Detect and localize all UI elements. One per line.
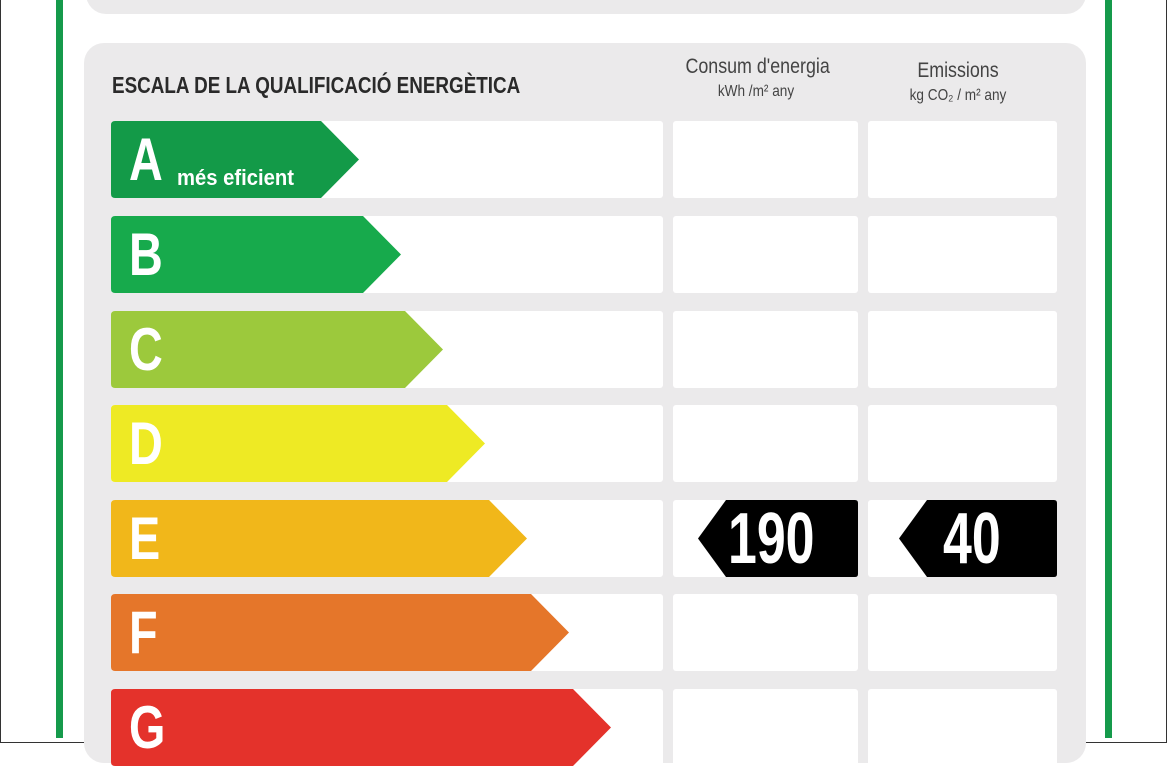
class-letter: A — [129, 126, 163, 193]
class-letter: F — [129, 599, 158, 666]
emissions-label: Emissions — [917, 59, 999, 82]
emissions-cell — [868, 216, 1057, 293]
consumption-value: 190 — [728, 499, 815, 579]
emissions-cell — [868, 121, 1057, 198]
class-letter: E — [129, 505, 161, 572]
consumption-unit: kWh /m² any — [717, 83, 795, 100]
consumption-cell — [673, 405, 858, 482]
bar-shape — [111, 594, 569, 671]
top-panel — [86, 0, 1086, 14]
class-letter: G — [129, 694, 166, 761]
consumption-value-tag: 190 — [698, 500, 858, 577]
consumption-cell — [673, 216, 858, 293]
emissions-cell — [868, 594, 1057, 671]
bar-shape — [111, 405, 485, 482]
energy-class-bar: A més eficient — [111, 121, 359, 198]
consumption-cell — [673, 594, 858, 671]
consumption-cell — [673, 311, 858, 388]
energy-class-bar: E — [111, 500, 527, 577]
bar-shape — [111, 121, 359, 198]
bar-shape — [111, 500, 527, 577]
energy-class-bar: G — [111, 689, 611, 766]
class-letter: B — [129, 221, 163, 288]
energy-class-bar: C — [111, 311, 443, 388]
emissions-cell — [868, 689, 1057, 766]
energy-class-bar: B — [111, 216, 401, 293]
class-letter: C — [129, 316, 163, 383]
emissions-cell — [868, 405, 1057, 482]
class-letter: D — [129, 410, 163, 477]
emissions-value-tag: 40 — [899, 500, 1057, 577]
left-green-border — [56, 0, 63, 738]
right-green-border — [1105, 0, 1112, 738]
emissions-value: 40 — [943, 499, 1001, 579]
scale-title: ESCALA DE LA QUALIFICACIÓ ENERGÈTICA — [112, 72, 521, 98]
consumption-label: Consum d'energia — [685, 55, 830, 78]
emissions-cell — [868, 311, 1057, 388]
energy-class-bar: D — [111, 405, 485, 482]
consumption-cell — [673, 689, 858, 766]
consumption-cell — [673, 121, 858, 198]
emissions-header: Emissions kg CO₂ / m² any — [873, 59, 1043, 105]
bar-shape — [111, 311, 443, 388]
bar-shape — [111, 216, 401, 293]
class-subtitle: més eficient — [177, 165, 294, 190]
bar-shape — [111, 689, 611, 766]
consumption-header: Consum d'energia kWh /m² any — [673, 55, 839, 101]
energy-class-bar: F — [111, 594, 569, 671]
emissions-unit: kg CO₂ / m² any — [909, 87, 1007, 104]
